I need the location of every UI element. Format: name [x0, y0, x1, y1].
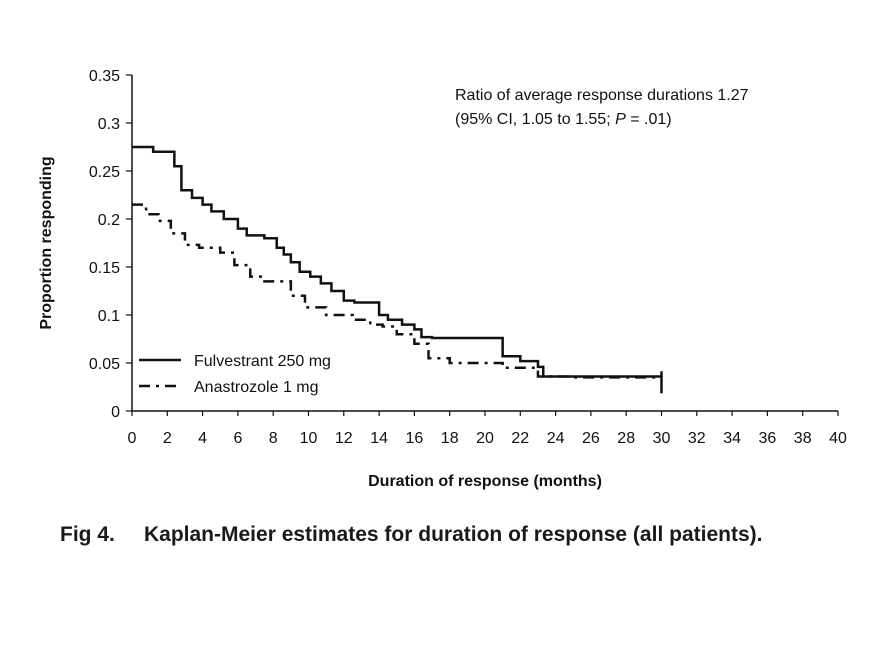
x-tick-label: 30	[653, 430, 671, 447]
legend: Fulvestrant 250 mg Anastrozole 1 mg	[139, 353, 331, 396]
figure-label: Fig 4.	[60, 523, 115, 546]
figure-caption: Fig 4. Kaplan-Meier estimates for duratio…	[60, 523, 762, 547]
annotation-line-2-suffix: = .01)	[626, 111, 672, 128]
x-tick-label: 0	[128, 430, 137, 447]
y-tick-label: 0.1	[98, 308, 120, 325]
x-tick-label: 38	[794, 430, 812, 447]
x-tick-label: 20	[476, 430, 494, 447]
x-tick-label: 36	[759, 430, 777, 447]
chart-svg: 0 2 4 6 8 10 12 14 16 18 20 22 24 26 28 30 32 34 36 38 4000.…	[38, 68, 847, 490]
annotation-line-2-prefix: (95% CI, 1.05 to 1.55;	[455, 111, 615, 128]
y-tick-label: 0.35	[89, 68, 120, 85]
y-tick-label: 0.3	[98, 116, 120, 133]
x-tick-label: 40	[829, 430, 847, 447]
x-axis-title: Duration of response (months)	[368, 473, 602, 490]
x-tick-label: 4	[198, 430, 207, 447]
legend-label-anastrozole: Anastrozole 1 mg	[194, 379, 319, 396]
y-tick-label: 0.2	[98, 212, 120, 229]
x-tick-label: 26	[582, 430, 600, 447]
annotation-line-1: Ratio of average response durations 1.27	[455, 87, 749, 104]
x-tick-label: 10	[300, 430, 318, 447]
annotation-line-2: (95% CI, 1.05 to 1.55; P = .01)	[455, 111, 672, 128]
x-tick-label: 8	[269, 430, 278, 447]
ticks: 0 2 4 6 8 10 12 14 16 18 20 22 24 26 28 30 32 34 36 38 4000.…	[89, 68, 847, 447]
x-tick-label: 12	[335, 430, 353, 447]
x-tick-label: 32	[688, 430, 706, 447]
x-tick-label: 18	[441, 430, 459, 447]
x-tick-label: 34	[723, 430, 741, 447]
legend-label-fulvestrant: Fulvestrant 250 mg	[194, 353, 331, 370]
x-tick-label: 6	[233, 430, 242, 447]
x-tick-label: 24	[547, 430, 565, 447]
annotation-p-symbol: P	[615, 111, 626, 128]
series-line-anastrozole-1-mg	[132, 203, 662, 379]
caption-text: Kaplan-Meier estimates for duration of r…	[144, 523, 763, 546]
series-lines	[132, 145, 663, 394]
annotation: Ratio of average response durations 1.27…	[455, 87, 749, 128]
x-tick-label: 16	[406, 430, 424, 447]
series-line-fulvestrant-250-mg	[132, 145, 662, 378]
x-tick-label: 22	[511, 430, 529, 447]
y-axis-title: Proportion responding	[38, 156, 55, 329]
y-tick-label: 0.25	[89, 164, 120, 181]
x-tick-label: 28	[617, 430, 635, 447]
y-tick-label: 0.15	[89, 260, 120, 277]
x-tick-label: 2	[163, 430, 172, 447]
x-tick-label: 14	[370, 430, 388, 447]
y-tick-label: 0.05	[89, 356, 120, 373]
y-tick-label: 0	[111, 404, 120, 421]
